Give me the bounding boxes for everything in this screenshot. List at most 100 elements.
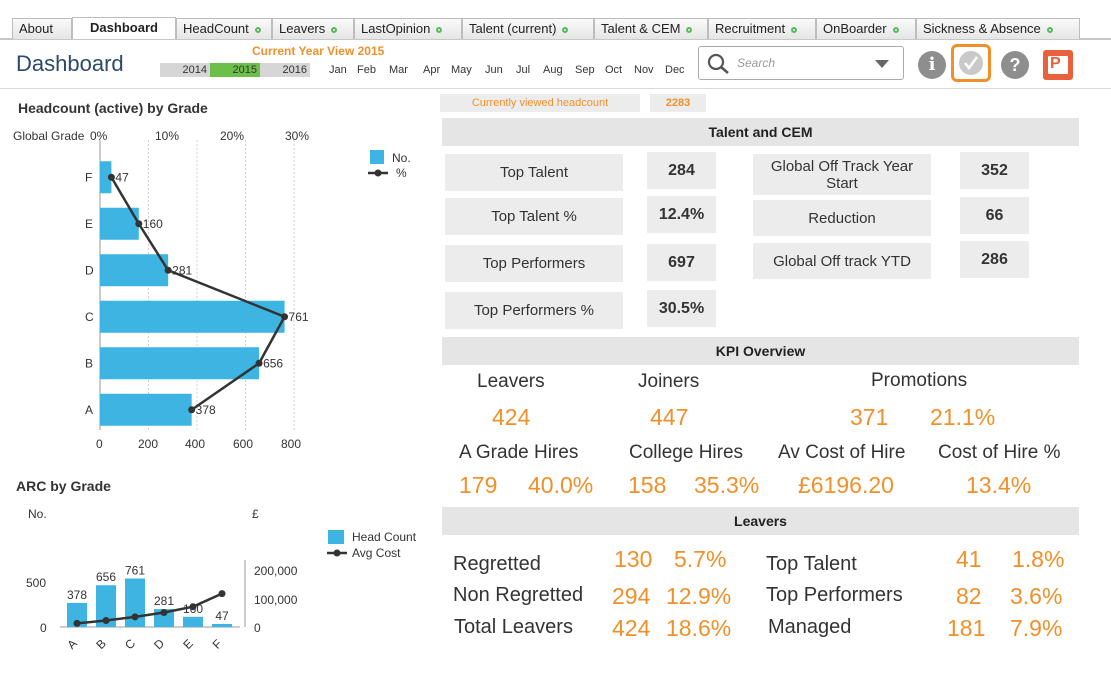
kpi-value-top-talent-pct: 12.4% [647, 196, 716, 233]
viewed-headcount-value: 2283 [650, 94, 706, 112]
pct-line [110, 176, 287, 411]
pct-point [255, 359, 263, 367]
month-aug[interactable]: Aug [543, 64, 563, 76]
month-jul[interactable]: Jul [516, 64, 531, 76]
kpi-label-top-performers: Top Performers [445, 245, 623, 282]
grade-tick-label: A [85, 403, 93, 417]
current-year-view-label: Current Year View 2015 [252, 44, 385, 58]
month-apr[interactable]: Apr [423, 64, 441, 76]
arc-bar-data-label: 378 [67, 588, 87, 602]
arc-left-tick: 500 [26, 576, 47, 590]
tab-dashboard[interactable]: Dashboard [72, 17, 176, 39]
help-icon[interactable]: ? [1001, 51, 1029, 79]
kpi-college-label: College Hires [629, 442, 744, 463]
arc-bar-grade-b [96, 585, 116, 627]
arc-legend-label: Avg Cost [352, 546, 401, 560]
tab-label: Leavers [279, 21, 326, 36]
arc-bar-data-label: 281 [154, 594, 174, 608]
arc-right-axis-label: £ [252, 507, 259, 521]
pct-point [164, 266, 172, 274]
bottom-axis-tick: 400 [185, 437, 206, 451]
month-dec[interactable]: Dec [665, 64, 685, 76]
bar-grade-f [100, 161, 112, 194]
tab-label: HeadCount [183, 21, 249, 36]
kpi-label-off-track-year-start: Global Off Track Year Start [753, 154, 931, 195]
tab-sickness-absence[interactable]: Sickness & Absence [916, 18, 1080, 39]
arc-grade-tick-label: E [180, 636, 196, 652]
leavers-row-right-pct: 3.6% [1010, 583, 1063, 609]
search-box[interactable]: Search [698, 46, 904, 80]
info-icon[interactable]: i [918, 51, 946, 79]
pct-point [281, 313, 289, 321]
tab-lastopinion[interactable]: LastOpinion [354, 18, 462, 39]
kpi-value-top-performers: 697 [647, 244, 716, 281]
status-dot-icon [254, 26, 261, 33]
arc-chart-title: ARC by Grade [16, 478, 111, 494]
arc-left-axis-label: No. [28, 507, 47, 521]
tab-talent-cem[interactable]: Talent & CEM [594, 18, 708, 39]
leavers-row-pct: 12.9% [666, 583, 732, 609]
grade-tick-label: B [85, 356, 93, 370]
month-oct[interactable]: Oct [605, 64, 623, 76]
kpi-label-off-track-ytd: Global Off track YTD [753, 243, 931, 279]
leavers-row-label: Non Regretted [453, 584, 584, 606]
legend-label-pct: % [396, 166, 407, 180]
legend-line-marker-icon [368, 169, 388, 177]
tab-label: Talent & CEM [601, 21, 681, 36]
tab-onboarder[interactable]: OnBoarder [816, 18, 916, 39]
arc-bar-data-label: 160 [183, 602, 203, 616]
leavers-row-right-pct: 7.9% [1010, 615, 1063, 641]
arc-left-tick: 0 [40, 621, 47, 635]
talent-cem-header: Talent and CEM [442, 118, 1079, 146]
leavers-row-pct: 5.7% [674, 546, 727, 572]
kpi-college-value: 158 [628, 472, 667, 498]
grade-tick-label: D [85, 263, 94, 277]
year-2014[interactable]: 2014 [160, 63, 210, 77]
tab-headcount[interactable]: HeadCount [176, 18, 272, 39]
month-sep[interactable]: Sep [575, 64, 595, 76]
month-jun[interactable]: Jun [485, 64, 503, 76]
month-mar[interactable]: Mar [389, 64, 408, 76]
year-2015-selected[interactable]: 2015 [210, 63, 260, 77]
month-may[interactable]: May [451, 64, 472, 76]
avg-cost-point [189, 603, 197, 611]
status-dot-icon [331, 26, 338, 33]
avg-cost-point [218, 590, 226, 598]
month-jan[interactable]: Jan [329, 64, 347, 76]
pct-point [188, 406, 196, 414]
bottom-axis-tick: 0 [96, 437, 103, 451]
tab-about[interactable]: About [12, 18, 72, 39]
bar-data-label: 47 [115, 170, 129, 184]
status-dot-icon [791, 26, 798, 33]
kpi-promotions-value: 371 [850, 404, 889, 430]
arc-right-tick: 100,000 [254, 593, 298, 607]
arc-bar-data-label: 761 [125, 564, 145, 578]
kpi-label-top-talent-pct: Top Talent % [445, 198, 623, 235]
kpi-value-off-track-ytd: 286 [960, 241, 1029, 278]
bar-data-label: 761 [289, 310, 309, 324]
arc-bar-data-label: 47 [215, 609, 229, 623]
headcount-chart: F 47 E 160 D 281 C 761 B 656 A 378 [85, 140, 309, 430]
month-feb[interactable]: Feb [357, 64, 376, 76]
chevron-down-icon[interactable] [875, 60, 889, 69]
year-2016[interactable]: 2016 [260, 63, 310, 77]
powerpoint-export-icon[interactable]: P [1043, 50, 1073, 80]
clear-selections-button[interactable] [951, 44, 991, 82]
tab-talent-current[interactable]: Talent (current) [462, 18, 594, 39]
leavers-row-right-pct: 1.8% [1012, 546, 1065, 572]
bar-data-label: 160 [143, 217, 163, 231]
bottom-axis-tick: 600 [233, 437, 254, 451]
tab-leavers[interactable]: Leavers [272, 18, 354, 39]
page-title: Dashboard [16, 51, 124, 76]
arc-bar-grade-e [183, 616, 203, 627]
kpi-college-pct: 35.3% [694, 472, 760, 498]
tab-recruitment[interactable]: Recruitment [708, 18, 816, 39]
leavers-row-pct: 18.6% [666, 615, 732, 641]
month-nov[interactable]: Nov [634, 64, 654, 76]
bar-grade-b [100, 347, 260, 380]
top-axis-tick: 20% [220, 129, 245, 143]
arc-chart: 378 A 656 B 761 C 281 D 160 E 47 F [60, 560, 246, 652]
pct-point [107, 173, 115, 181]
status-dot-icon [686, 26, 693, 33]
legend-bar-swatch [370, 150, 384, 164]
